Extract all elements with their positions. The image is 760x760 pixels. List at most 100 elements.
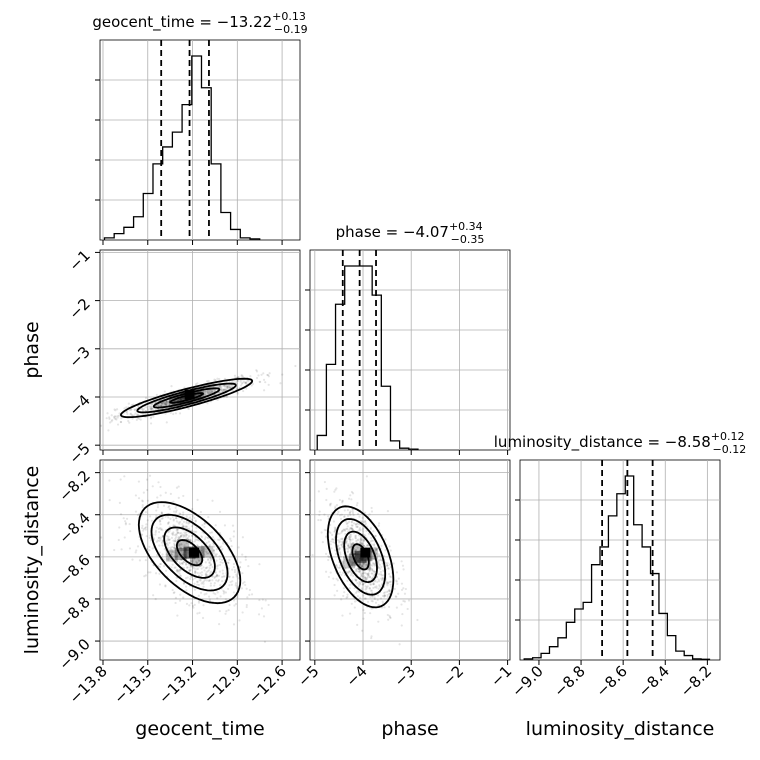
scatter-point bbox=[400, 603, 403, 606]
scatter-point bbox=[348, 528, 351, 531]
scatter-point bbox=[172, 500, 175, 503]
scatter-point bbox=[187, 407, 190, 411]
scatter-point bbox=[355, 525, 358, 528]
scatter-point bbox=[166, 555, 169, 558]
y-tick-label: −1 bbox=[65, 247, 93, 275]
scatter-point bbox=[218, 623, 221, 626]
scatter-point bbox=[366, 525, 369, 528]
scatter-point bbox=[370, 607, 373, 610]
scatter-point bbox=[172, 539, 175, 542]
scatter-point bbox=[195, 560, 198, 563]
scatter-point bbox=[370, 536, 373, 540]
scatter-point bbox=[178, 543, 181, 546]
scatter-point bbox=[232, 530, 236, 533]
scatter-point bbox=[125, 411, 128, 414]
scatter-point bbox=[359, 569, 362, 572]
scatter-point bbox=[363, 511, 367, 514]
scatter-point bbox=[369, 612, 372, 615]
scatter-point bbox=[143, 407, 146, 411]
scatter-point bbox=[157, 564, 160, 567]
scatter-point bbox=[203, 538, 207, 541]
scatter-point bbox=[386, 582, 390, 585]
scatter-point bbox=[218, 538, 221, 542]
scatter-point bbox=[389, 576, 392, 579]
scatter-point bbox=[204, 573, 207, 576]
scatter-point bbox=[207, 540, 210, 543]
scatter-point bbox=[225, 610, 228, 613]
scatter-point bbox=[178, 572, 181, 575]
scatter-point bbox=[178, 569, 182, 572]
scatter-point bbox=[172, 519, 175, 522]
scatter-point bbox=[183, 531, 186, 534]
scatter-point bbox=[238, 566, 242, 569]
scatter-point bbox=[207, 595, 211, 598]
scatter-point bbox=[351, 528, 354, 531]
scatter-point bbox=[170, 551, 173, 554]
scatter-point bbox=[373, 546, 377, 549]
scatter-point bbox=[377, 559, 380, 562]
scatter-point bbox=[262, 372, 265, 375]
scatter-point bbox=[214, 571, 217, 574]
scatter-point bbox=[381, 576, 384, 579]
scatter-point bbox=[257, 374, 260, 377]
scatter-point bbox=[360, 573, 363, 576]
title-plus-error: +0.12 bbox=[711, 430, 745, 443]
scatter-point bbox=[255, 370, 259, 373]
scatter-point bbox=[167, 516, 170, 519]
scatter-point bbox=[130, 413, 134, 417]
scatter-point bbox=[347, 497, 351, 500]
scatter-point bbox=[383, 594, 386, 597]
scatter-point bbox=[341, 499, 344, 502]
scatter-point bbox=[100, 424, 103, 427]
scatter-point bbox=[117, 538, 120, 542]
scatter-point bbox=[176, 528, 179, 532]
scatter-point bbox=[364, 597, 367, 600]
scatter-point bbox=[363, 571, 366, 574]
scatter-point bbox=[360, 574, 363, 578]
scatter-point bbox=[181, 533, 184, 536]
scatter-point bbox=[244, 555, 247, 558]
scatter-point bbox=[169, 548, 173, 551]
scatter-point bbox=[222, 542, 225, 545]
scatter-point bbox=[174, 544, 177, 547]
scatter-point bbox=[205, 574, 208, 577]
scatter-point bbox=[207, 557, 210, 561]
scatter-point bbox=[189, 577, 192, 580]
scatter-point bbox=[179, 562, 182, 566]
scatter-point bbox=[201, 524, 204, 527]
title-phase: phase = −4.07+0.34 −0.35 bbox=[336, 220, 485, 246]
scatter-point bbox=[216, 538, 220, 541]
scatter-point bbox=[241, 381, 244, 384]
scatter-point bbox=[340, 531, 343, 534]
scatter-point bbox=[184, 532, 187, 535]
scatter-point bbox=[221, 579, 224, 583]
scatter-point bbox=[208, 564, 211, 567]
title-luminosity_distance: luminosity_distance = −8.58+0.12 −0.12 bbox=[494, 430, 746, 456]
scatter-point bbox=[140, 533, 143, 536]
scatter-point bbox=[389, 616, 392, 620]
scatter-point bbox=[211, 536, 215, 539]
scatter-point bbox=[226, 385, 230, 389]
scatter-point bbox=[332, 540, 335, 544]
contour-1.5-sigma bbox=[335, 518, 387, 596]
scatter-point bbox=[370, 572, 373, 575]
scatter-point bbox=[367, 532, 371, 535]
scatter-point bbox=[106, 412, 109, 415]
scatter-point bbox=[362, 530, 365, 533]
scatter-point bbox=[361, 583, 364, 586]
scatter-point bbox=[333, 507, 337, 510]
scatter-point bbox=[364, 563, 367, 566]
scatter-point bbox=[137, 497, 141, 500]
scatter-point bbox=[248, 588, 251, 592]
scatter-point bbox=[374, 601, 378, 604]
scatter-point bbox=[244, 381, 247, 385]
scatter-point bbox=[168, 505, 171, 508]
scatter-point bbox=[180, 550, 183, 553]
scatter-point bbox=[146, 406, 149, 409]
scatter-point bbox=[145, 526, 148, 529]
scatter-point bbox=[351, 492, 355, 495]
scatter-point bbox=[231, 580, 234, 583]
scatter-point bbox=[133, 408, 136, 411]
scatter-point bbox=[190, 518, 193, 521]
scatter-point bbox=[184, 577, 188, 580]
